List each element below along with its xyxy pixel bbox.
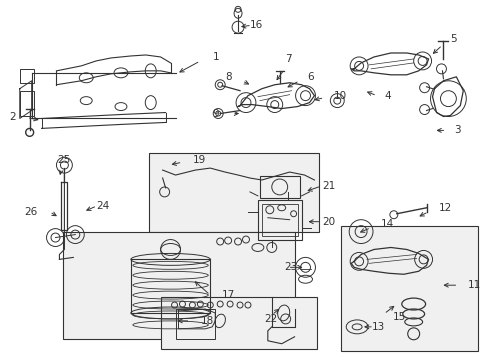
Text: 25: 25 (57, 155, 71, 165)
Text: 13: 13 (371, 322, 384, 332)
Bar (259, 176, 299, 198)
Text: 9: 9 (212, 108, 219, 118)
Bar (20, 91, 34, 116)
Text: 20: 20 (322, 217, 335, 227)
Text: 5: 5 (449, 34, 456, 44)
Bar (20, 69, 34, 83)
Bar (161, 297, 317, 349)
Text: 22: 22 (264, 314, 277, 324)
Text: 4: 4 (384, 91, 391, 101)
Text: 11: 11 (468, 280, 481, 290)
Text: 18: 18 (200, 316, 213, 326)
Text: 21: 21 (322, 181, 335, 191)
Bar (257, 200, 301, 239)
Text: 6: 6 (307, 72, 313, 82)
Bar (341, 226, 477, 351)
Text: 8: 8 (225, 72, 232, 82)
Text: 15: 15 (392, 312, 405, 322)
Bar (63, 231, 294, 339)
Text: 17: 17 (222, 290, 235, 300)
Bar (262, 204, 297, 235)
Text: 23: 23 (284, 262, 297, 272)
Text: 24: 24 (96, 201, 109, 211)
Text: 1: 1 (213, 52, 220, 62)
Bar (148, 153, 319, 231)
Text: 3: 3 (453, 125, 460, 135)
Text: 19: 19 (192, 155, 205, 165)
Text: 12: 12 (438, 203, 451, 213)
Text: 26: 26 (24, 207, 38, 217)
Bar (175, 309, 215, 339)
Text: 16: 16 (249, 20, 263, 30)
Text: 10: 10 (334, 91, 346, 101)
Text: 2: 2 (9, 112, 16, 122)
Text: 7: 7 (284, 54, 291, 64)
Text: 14: 14 (380, 219, 393, 229)
